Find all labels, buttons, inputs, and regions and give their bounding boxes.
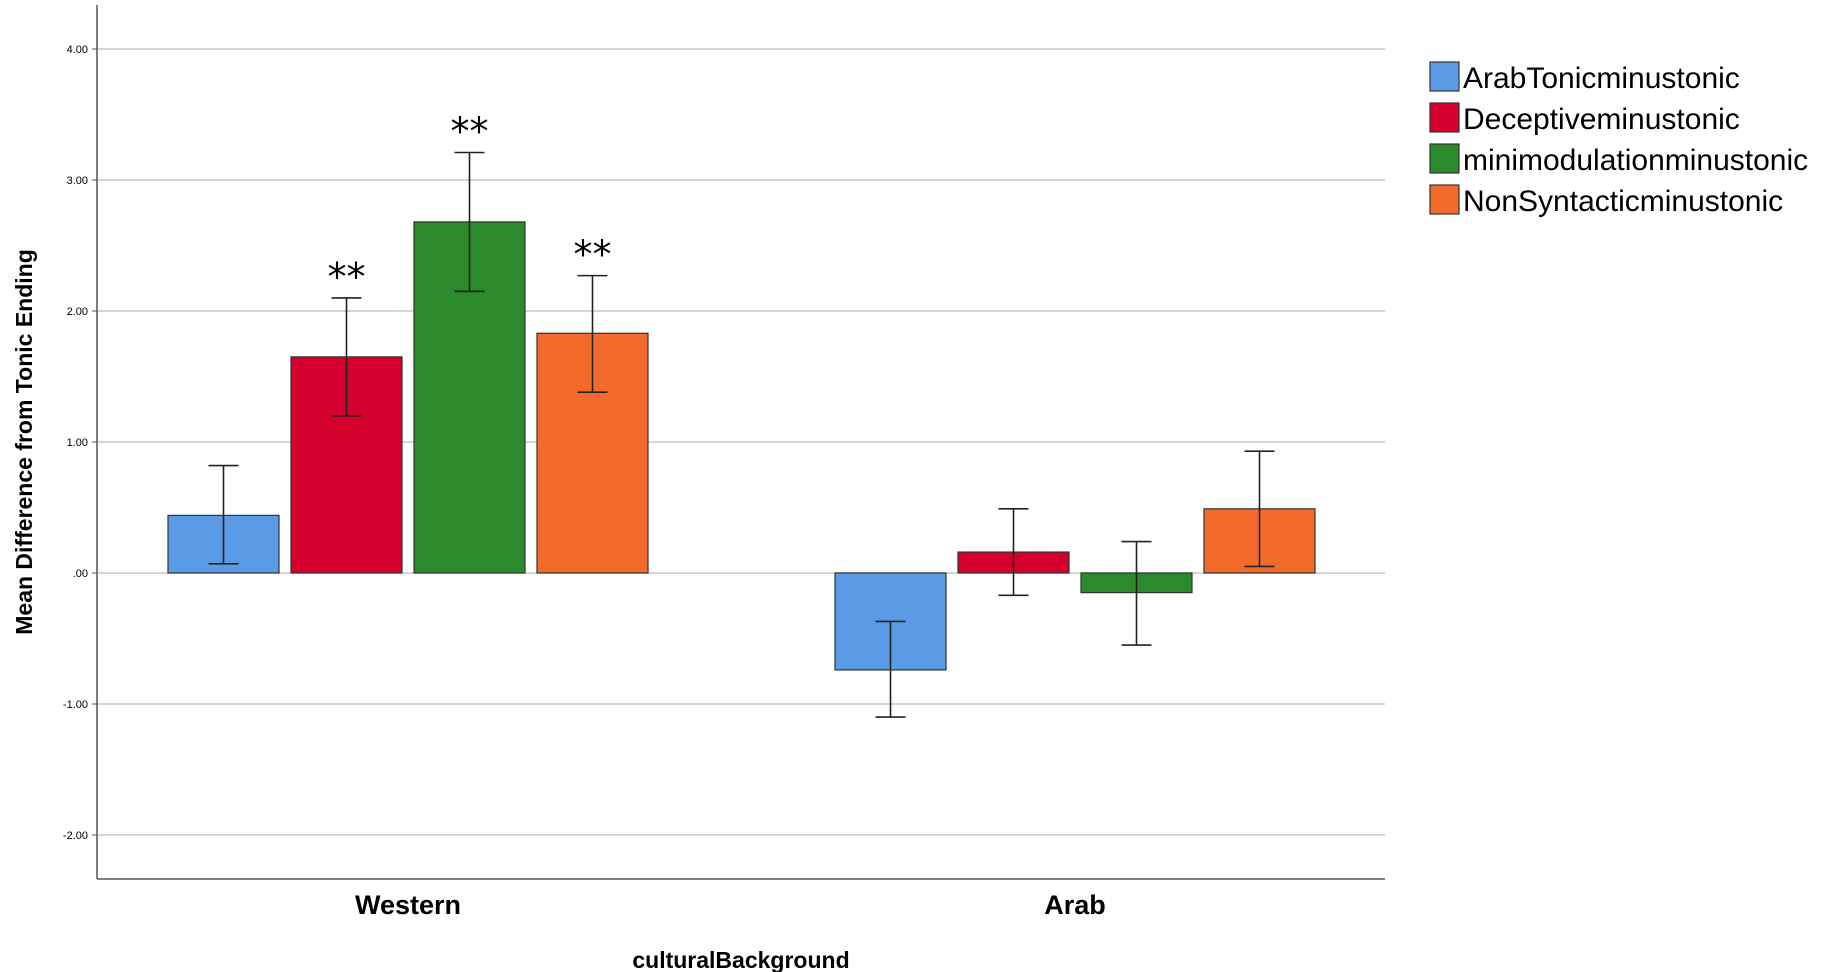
significance-marker: ** — [328, 255, 366, 299]
legend-swatch — [1429, 61, 1460, 92]
x-axis-title: culturalBackground — [632, 947, 849, 972]
x-category-labels: Western Arab — [355, 890, 1106, 920]
legend-label: ArabTonicminustonic — [1463, 62, 1740, 95]
significance-marker: ** — [574, 233, 612, 277]
legend-swatch — [1429, 143, 1460, 174]
y-axis-ticks: -2.00 -1.00 .00 1.00 2.00 3.00 4.00 — [63, 44, 97, 842]
axes — [96, 5, 1385, 880]
y-tick-label: -1.00 — [63, 699, 88, 711]
y-tick-label: 3.00 — [67, 175, 88, 187]
y-tick-label: 2.00 — [67, 306, 88, 318]
significance-marker: ** — [451, 109, 489, 153]
y-tick-label: -2.00 — [63, 830, 88, 842]
legend-label: Deceptiveminustonic — [1463, 103, 1740, 136]
y-tick-label: 1.00 — [67, 437, 88, 449]
y-tick-label: 4.00 — [67, 44, 88, 56]
legend-label: NonSyntacticminustonic — [1463, 185, 1783, 218]
x-category-label: Western — [355, 890, 461, 920]
legend-label: minimodulationminustonic — [1463, 144, 1808, 177]
significance-markers: ** ** ** — [328, 109, 612, 298]
legend-swatch — [1429, 102, 1460, 133]
x-category-label: Arab — [1044, 890, 1106, 920]
y-tick-label: .00 — [73, 568, 88, 580]
legend: ArabTonicminustonic Deceptiveminustonic mi… — [1429, 61, 1808, 218]
error-bars — [208, 151, 1275, 718]
gridlines — [97, 48, 1385, 836]
legend-swatch — [1429, 184, 1460, 215]
y-axis-title: Mean Difference from Tonic Ending — [11, 249, 37, 635]
